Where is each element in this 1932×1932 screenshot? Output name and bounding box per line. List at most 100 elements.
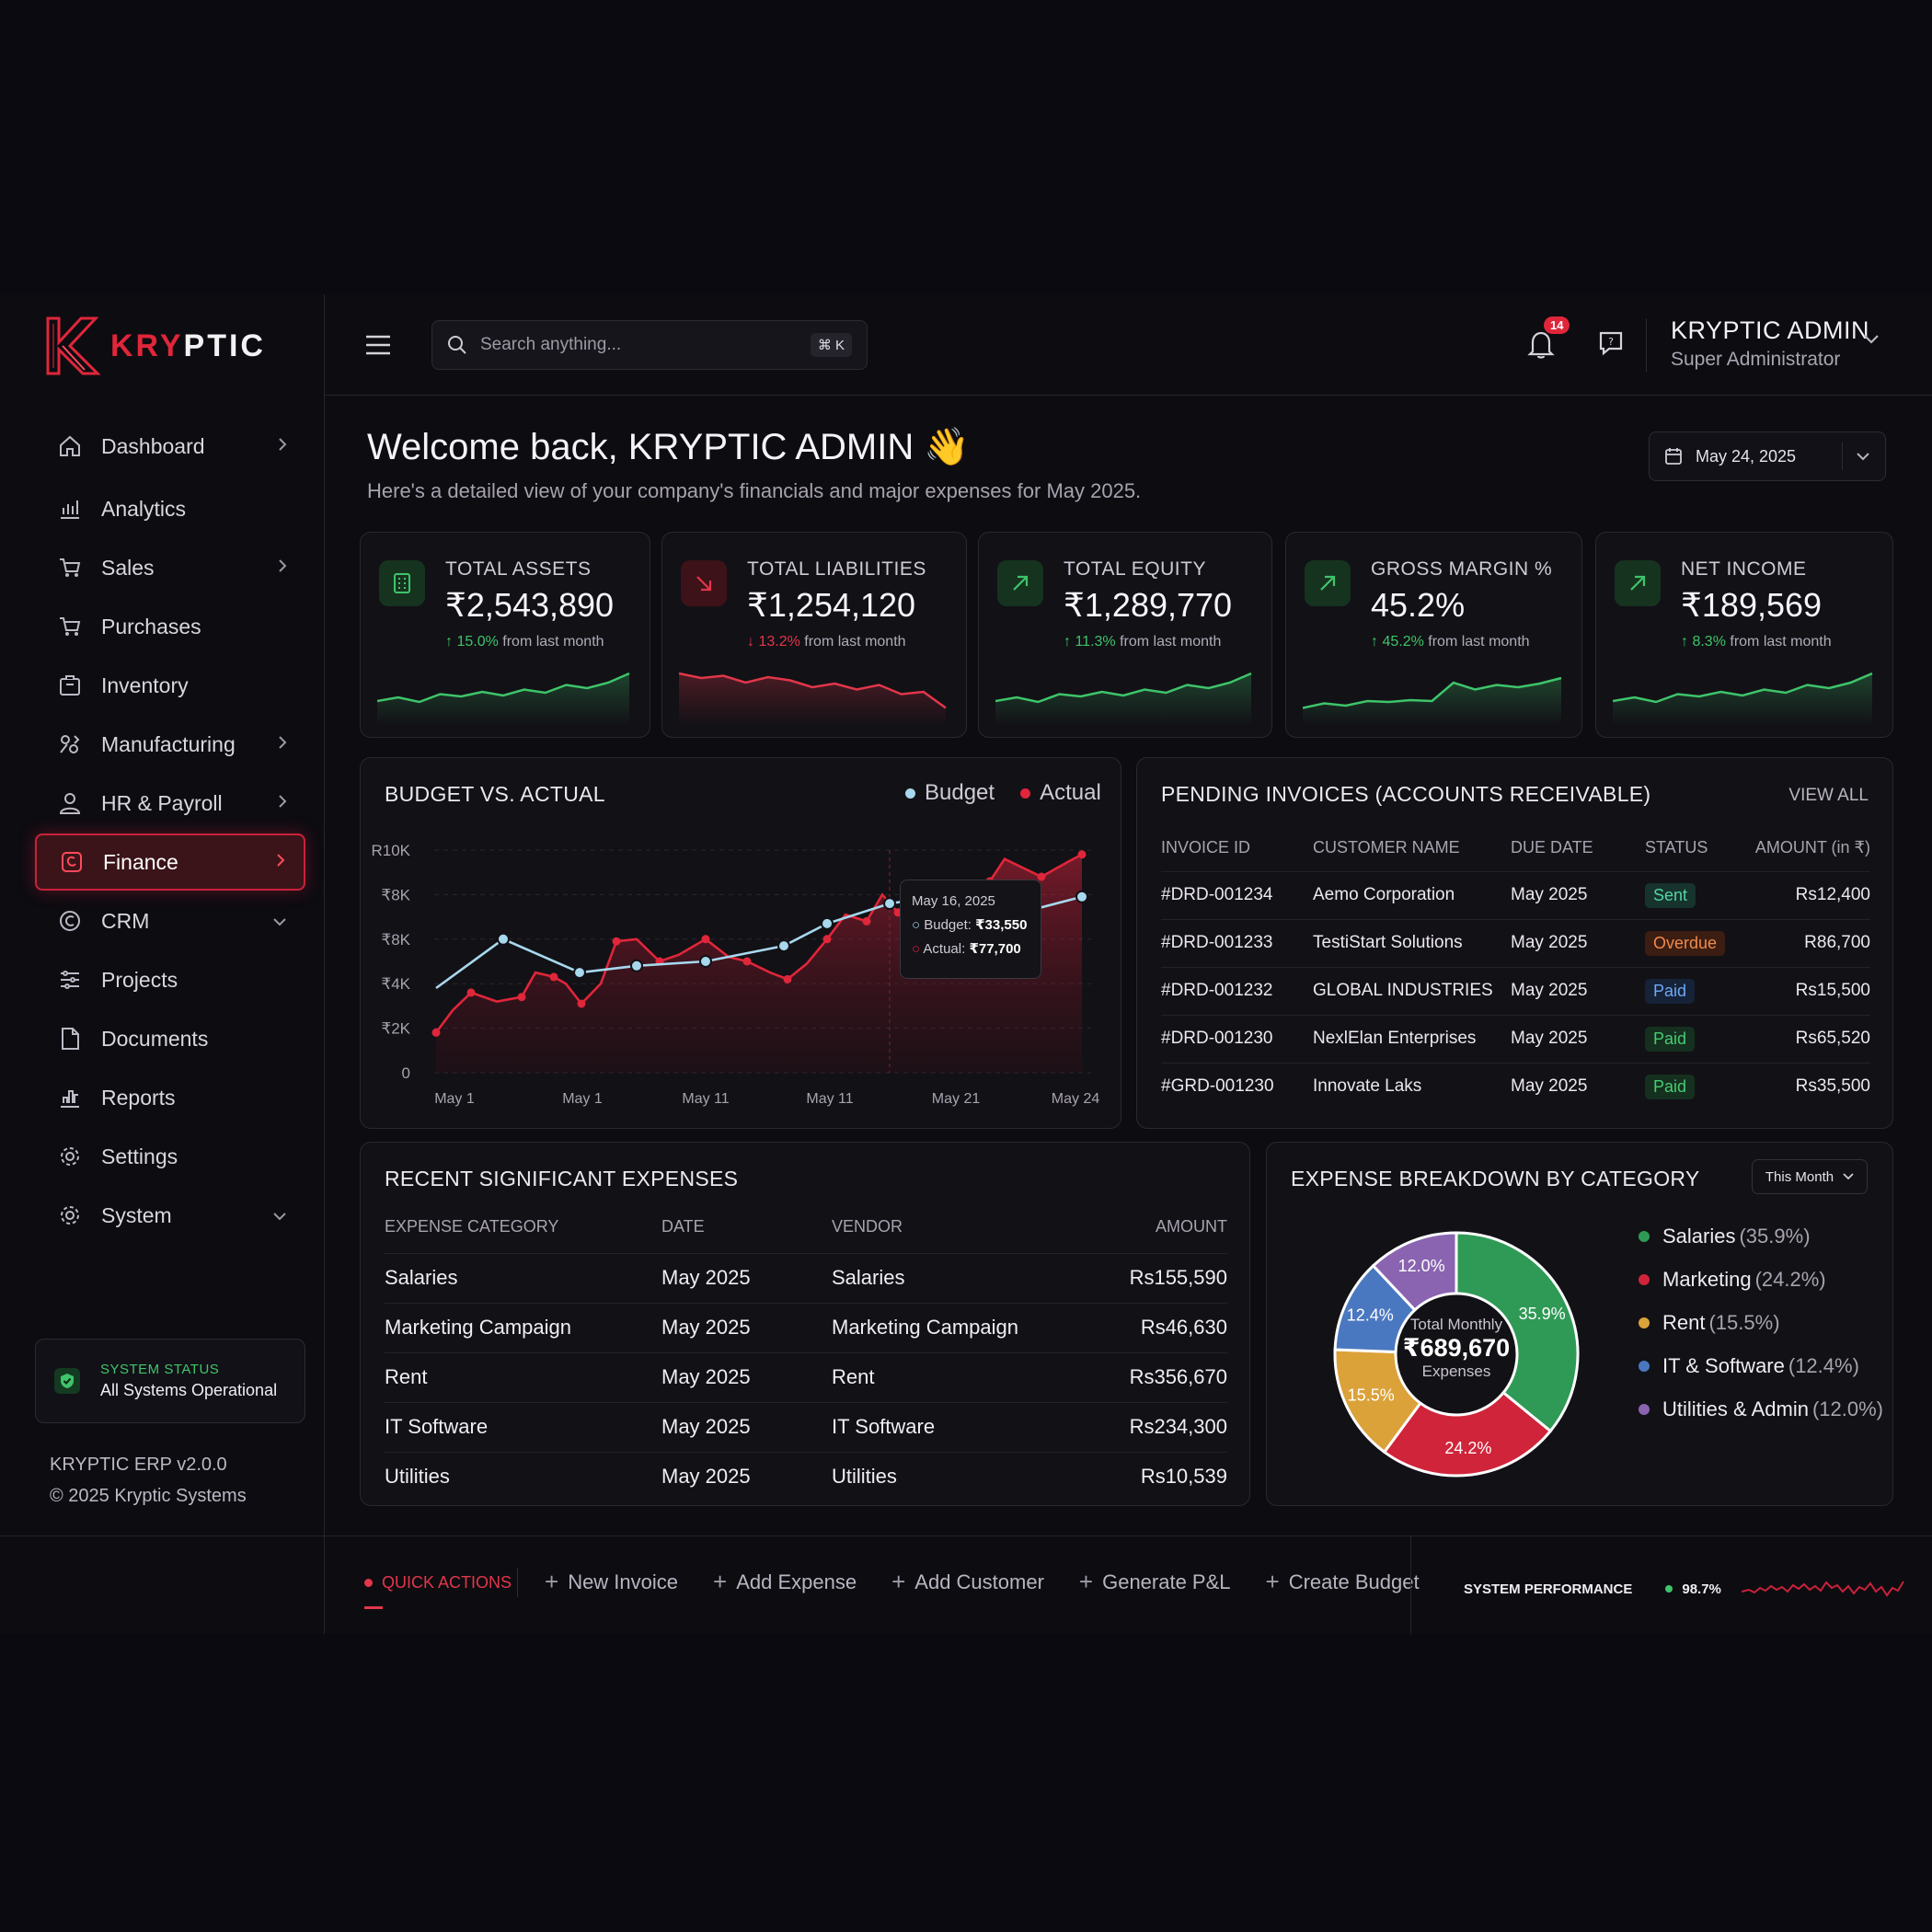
sidebar-item-label: Projects (101, 967, 178, 992)
donut-slice-utilities-admin[interactable] (1371, 1231, 1458, 1313)
invoice-row[interactable]: #DRD-001234 Aemo Corporation May 2025 Sent R… (1161, 870, 1870, 919)
sidebar-item-projects[interactable]: Projects (35, 951, 305, 1008)
plus-icon: + (1078, 1568, 1094, 1595)
sidebar-item-documents[interactable]: Documents (35, 1010, 305, 1067)
date-picker[interactable]: May 24, 2025 (1649, 431, 1886, 481)
sidebar-item-purchases[interactable]: Purchases (35, 598, 305, 655)
kpi-card-total-equity[interactable]: TOTAL EQUITY ₹1,289,770 ↑ 11.3% from last … (978, 532, 1272, 738)
sidebar-item-label: System (101, 1202, 172, 1227)
customer-name: GLOBAL INDUSTRIES (1313, 966, 1511, 1015)
sidebar-item-label: Documents (101, 1026, 209, 1051)
sidebar-item-settings[interactable]: Settings (35, 1128, 305, 1185)
sidebar-item-finance[interactable]: Finance (35, 834, 305, 891)
search-input[interactable] (480, 335, 811, 355)
kpi-sparkline (679, 672, 947, 726)
donut-slice-label: 15.5% (1348, 1386, 1395, 1405)
sidebar-item-reports[interactable]: Reports (35, 1069, 305, 1126)
quick-action-add-customer[interactable]: + Add Customer (891, 1568, 1044, 1595)
kpi-label: TOTAL LIABILITIES (747, 558, 926, 580)
quick-action-create-budget[interactable]: + Create Budget (1265, 1568, 1420, 1595)
quick-action-add-expense[interactable]: + Add Expense (713, 1568, 857, 1595)
budget-chart-title: BUDGET VS. ACTUAL (385, 782, 605, 806)
invoice-row[interactable]: #DRD-001230 NexlElan Enterprises May 2025 P… (1161, 1014, 1870, 1063)
donut-slice-salaries[interactable] (1455, 1231, 1580, 1433)
expense-amount: Rs356,670 (1126, 1351, 1227, 1402)
sidebar-item-dashboard[interactable]: Dashboard (35, 418, 305, 475)
quick-action-generate-p-l[interactable]: + Generate P&L (1078, 1568, 1231, 1595)
system-status-title: SYSTEM STATUS (100, 1362, 220, 1377)
actual-point (577, 999, 586, 1008)
expense-date: May 2025 (661, 1351, 832, 1402)
sidebar-item-system[interactable]: System (35, 1187, 305, 1244)
analytics-icon (57, 496, 83, 522)
actual-point (742, 957, 752, 966)
invoice-row[interactable]: #GRD-001230 Innovate Laks May 2025 Paid Rs35… (1161, 1062, 1870, 1110)
expense-date: May 2025 (661, 1401, 832, 1452)
sidebar-item-hr-payroll[interactable]: HR & Payroll (35, 775, 305, 832)
expense-date: May 2025 (661, 1302, 832, 1352)
sidebar-item-analytics[interactable]: Analytics (35, 480, 305, 537)
tooltip-budget: ○ Budget: ₹33,550 (912, 917, 1028, 933)
sidebar-item-crm[interactable]: CRM (35, 892, 305, 949)
expenses-table-header: EXPENSE CATEGORY DATE VENDOR AMOUNT (385, 1202, 1227, 1253)
user-profile[interactable]: KRYPTIC ADMIN Super Administrator (1671, 316, 1869, 371)
period-select[interactable]: This Month (1752, 1159, 1868, 1194)
expense-row[interactable]: IT Software May 2025 IT Software Rs234,300 (385, 1401, 1227, 1452)
recent-expenses-card: RECENT SIGNIFICANT EXPENSES EXPENSE CATE… (360, 1142, 1250, 1506)
list-icon (57, 967, 83, 993)
quick-actions-list: + New Invoice + Add Expense + Add Customer + Ge… (545, 1568, 1420, 1596)
budget-point (1075, 890, 1088, 903)
expense-category: IT Software (385, 1401, 661, 1452)
sidebar-item-sales[interactable]: Sales (35, 539, 305, 596)
brand-logo[interactable]: KRYPTIC (44, 313, 266, 379)
invoice-row[interactable]: #DRD-001232 GLOBAL INDUSTRIES May 2025 Paid… (1161, 966, 1870, 1015)
help-chat-icon[interactable]: ? (1597, 329, 1625, 362)
bell-icon[interactable] (1527, 329, 1555, 363)
quick-action-new-invoice[interactable]: + New Invoice (545, 1568, 679, 1595)
tooltip-date: May 16, 2025 (912, 893, 995, 909)
plus-icon: + (545, 1568, 559, 1595)
actual-point (517, 993, 526, 1002)
expense-column-header: VENDOR (832, 1217, 903, 1236)
erp-app: KRYPTIC Dashboard Analytics Sales Purchases… (0, 294, 1932, 1635)
sidebar-item-inventory[interactable]: Inventory (35, 657, 305, 714)
sidebar-item-manufacturing[interactable]: Manufacturing (35, 716, 305, 773)
actual-point (431, 1028, 441, 1037)
chevron-down-icon[interactable] (1863, 333, 1880, 350)
expense-row[interactable]: Utilities May 2025 Utilities Rs10,539 (385, 1451, 1227, 1501)
invoice-row[interactable]: #DRD-001233 TestiStart Solutions May 2025 O… (1161, 918, 1870, 967)
expense-row[interactable]: Marketing Campaign May 2025 Marketing Camp… (385, 1302, 1227, 1352)
legend-label: Rent (1662, 1310, 1706, 1334)
invoice-column-header: DUE DATE (1511, 838, 1593, 857)
menu-icon[interactable] (365, 335, 391, 360)
date-divider (1842, 443, 1843, 470)
kpi-card-net-income[interactable]: NET INCOME ₹189,569 ↑ 8.3% from last month (1595, 532, 1893, 738)
kpi-card-total-liabilities[interactable]: TOTAL LIABILITIES ₹1,254,120 ↓ 13.2% from … (661, 532, 967, 738)
sidebar: KRYPTIC Dashboard Analytics Sales Purchases… (0, 294, 325, 1634)
copyright-text: © 2025 Kryptic Systems (50, 1486, 247, 1506)
invoice-id: #GRD-001230 (1161, 1062, 1313, 1110)
view-all-link[interactable]: VIEW ALL (1788, 786, 1869, 805)
expense-row[interactable]: Salaries May 2025 Salaries Rs155,590 (385, 1252, 1227, 1303)
expense-vendor: Rent (832, 1351, 1126, 1402)
kpi-label: TOTAL ASSETS (445, 558, 592, 580)
donut-slice-marketing[interactable] (1382, 1390, 1553, 1478)
budget-vs-actual-chart: R10K ₹8K ₹8K ₹4K ₹2K 0 May 1 May 1 May 11 May 11 M… (371, 842, 1099, 1107)
expenses-table: EXPENSE CATEGORY DATE VENDOR AMOUNT Salarie… (385, 1202, 1227, 1501)
system-status-text: All Systems Operational (100, 1381, 278, 1399)
kpi-card-total-assets[interactable]: TOTAL ASSETS ₹2,543,890 ↑ 15.0% from last … (360, 532, 650, 738)
search-bar[interactable]: ⌘ K (431, 320, 868, 370)
chevron-down-icon (1843, 1173, 1854, 1180)
kpi-value: ₹189,569 (1681, 586, 1823, 624)
kpi-card-gross-margin[interactable]: GROSS MARGIN % 45.2% ↑ 45.2% from last mon… (1285, 532, 1582, 738)
quick-actions-bar: QUICK ACTIONS + New Invoice + Add Expense + A… (0, 1535, 1932, 1635)
status-cell: Sent (1645, 870, 1746, 919)
expense-row[interactable]: Rent May 2025 Rent Rs356,670 (385, 1351, 1227, 1402)
sidebar-item-label: Reports (101, 1085, 176, 1110)
expense-vendor: Marketing Campaign (832, 1302, 1126, 1352)
actual-point (1037, 872, 1046, 881)
status-badge: Paid (1645, 1026, 1696, 1052)
status-cell: Paid (1645, 1014, 1746, 1063)
status-badge: Overdue (1645, 930, 1726, 956)
x-tick-label: May 11 (806, 1091, 853, 1107)
